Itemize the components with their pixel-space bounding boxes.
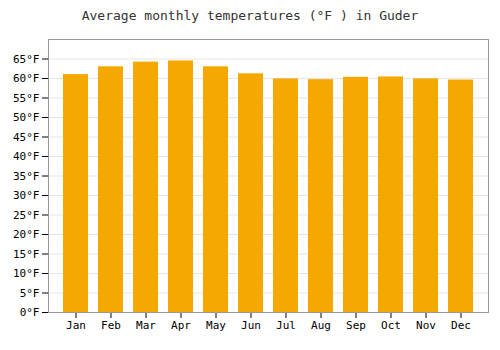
svg-text:25°F: 25°F [13, 209, 40, 222]
svg-text:55°F: 55°F [13, 92, 40, 105]
svg-text:Jun: Jun [241, 319, 261, 332]
svg-text:45°F: 45°F [13, 131, 40, 144]
svg-text:5°F: 5°F [20, 287, 40, 300]
svg-text:60°F: 60°F [13, 72, 40, 85]
svg-text:35°F: 35°F [13, 170, 40, 183]
svg-text:15°F: 15°F [13, 248, 40, 261]
svg-text:65°F: 65°F [13, 53, 40, 66]
svg-text:Aug: Aug [311, 319, 331, 332]
svg-text:Dec: Dec [451, 319, 471, 332]
svg-text:Jan: Jan [66, 319, 86, 332]
html-text:Average monthly temperatures (: Average monthly temperatures (°F ) in Gu… [81, 8, 419, 23]
svg-text:Sep: Sep [346, 319, 366, 332]
svg-text:10°F: 10°F [13, 267, 40, 280]
svg-text:Jul: Jul [276, 319, 296, 332]
svg-text:Oct: Oct [381, 319, 401, 332]
svg-text:20°F: 20°F [13, 228, 40, 241]
svg-text:Nov: Nov [416, 319, 436, 332]
svg-text:40°F: 40°F [13, 150, 40, 163]
svg-text:Mar: Mar [136, 319, 156, 332]
svg-text:May: May [206, 319, 226, 332]
svg-text:0°F: 0°F [20, 306, 40, 319]
svg-text:Apr: Apr [171, 319, 191, 332]
svg-text:50°F: 50°F [13, 111, 40, 124]
svg-text:30°F: 30°F [13, 189, 40, 202]
svg-text:Feb: Feb [101, 319, 121, 332]
